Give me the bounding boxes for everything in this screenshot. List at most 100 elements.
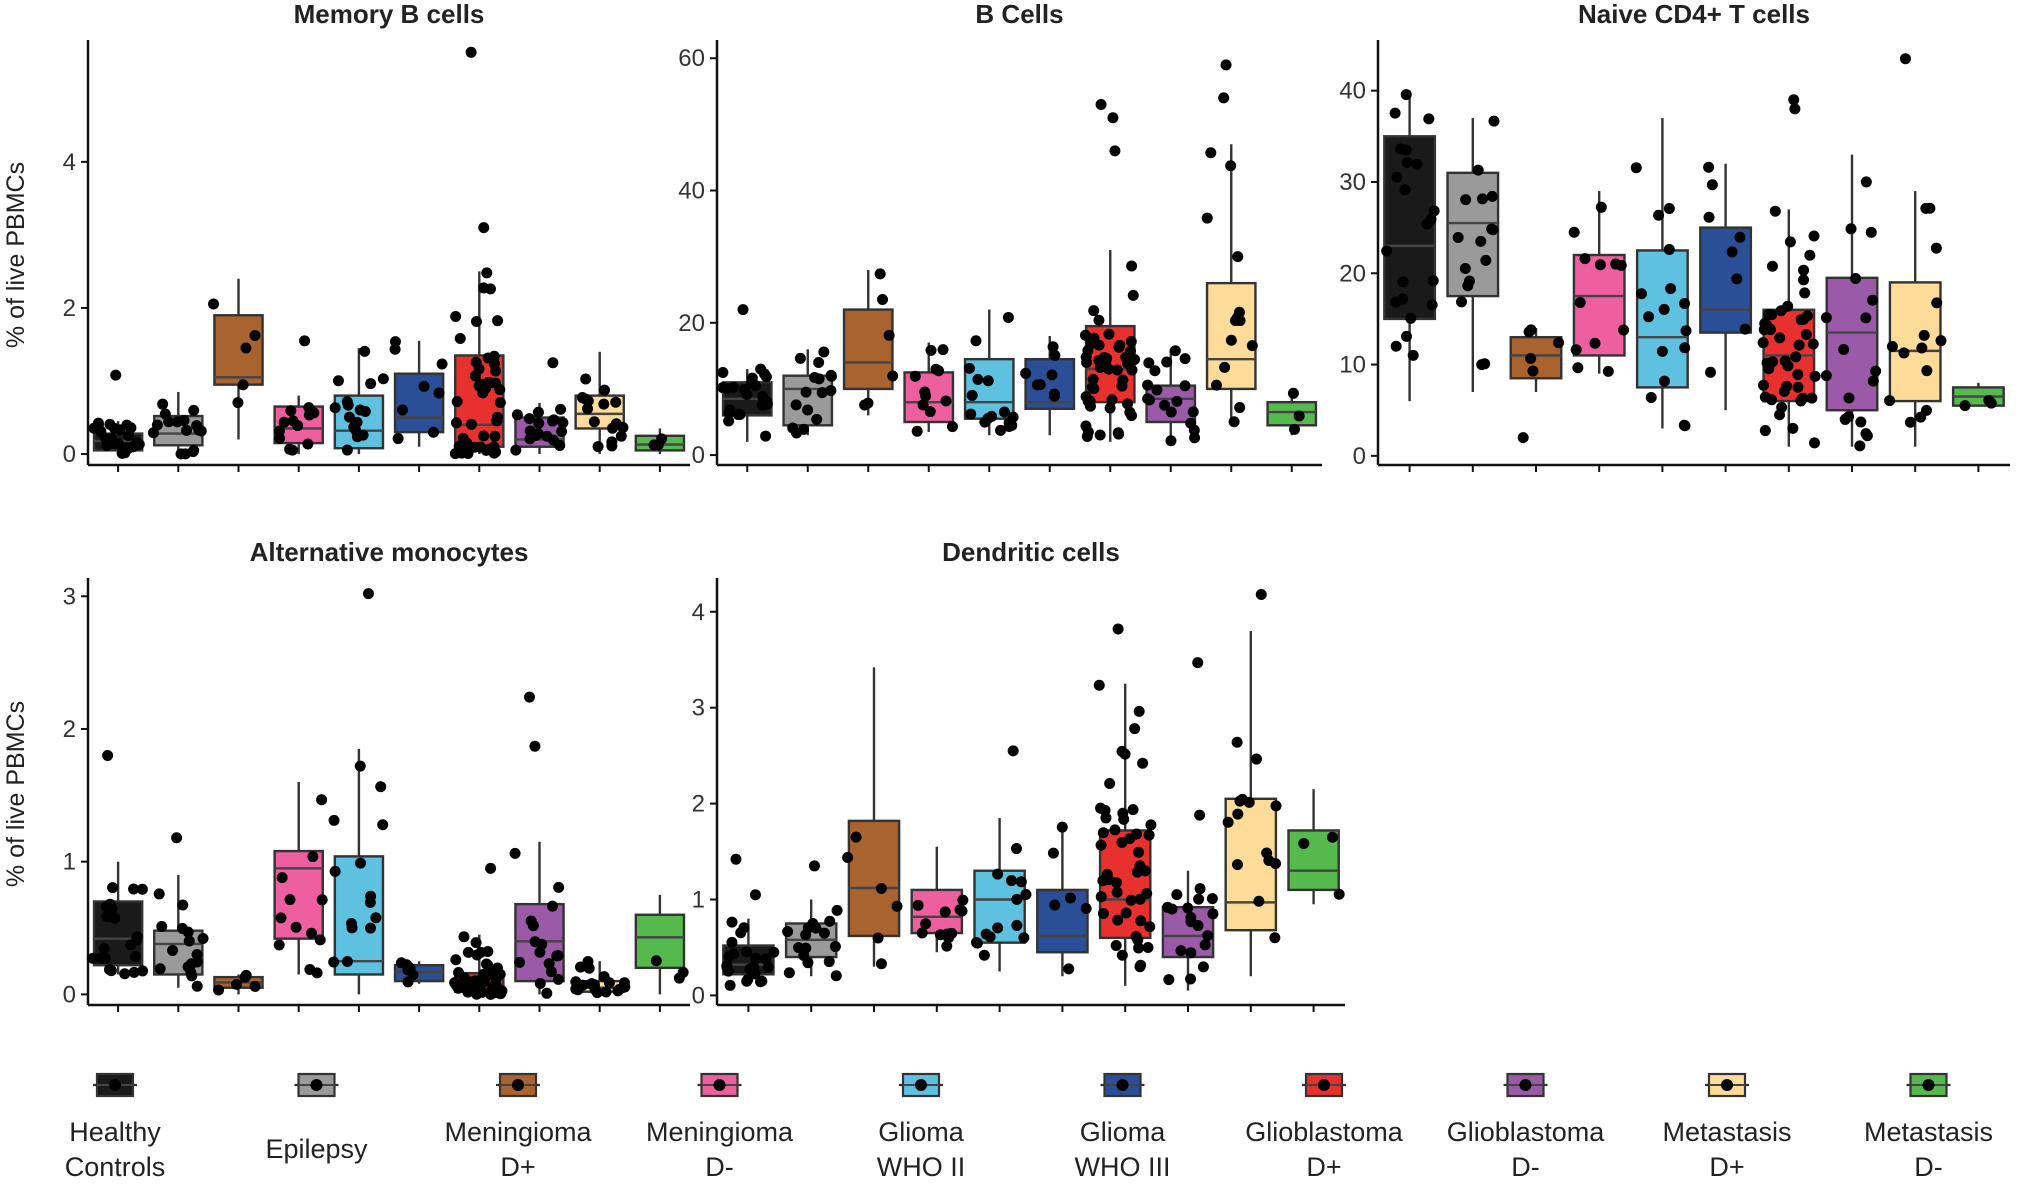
panel-title: B Cells — [975, 0, 1063, 29]
outlier-point — [529, 740, 541, 752]
data-point — [1809, 370, 1821, 382]
data-point — [1112, 914, 1124, 926]
box-g3 — [389, 336, 448, 447]
data-point — [276, 872, 288, 884]
box-hc — [87, 750, 149, 980]
data-point — [1116, 949, 1128, 961]
data-point — [106, 903, 118, 915]
data-point — [163, 416, 175, 428]
outlier-point — [102, 750, 114, 762]
outlier-point — [362, 588, 374, 600]
data-point — [1855, 416, 1867, 428]
legend: HealthyControlsEpilepsyMeningiomaD+Menin… — [65, 1072, 1993, 1182]
data-point — [1011, 843, 1023, 855]
data-point — [1129, 353, 1141, 365]
data-point — [359, 345, 371, 357]
data-point — [1757, 337, 1769, 349]
data-point — [1046, 369, 1058, 381]
data-point — [1579, 253, 1591, 265]
data-point — [1145, 819, 1157, 831]
data-point — [316, 894, 328, 906]
data-point — [1572, 362, 1584, 374]
data-point — [1064, 892, 1076, 904]
data-point — [1800, 328, 1812, 340]
legend-item-gbp: Glioblastoma D+ — [1245, 1072, 1404, 1182]
data-point — [510, 444, 522, 456]
data-point — [912, 899, 924, 911]
box-gbm — [509, 691, 565, 999]
data-point — [1049, 899, 1061, 911]
legend-label: Epilepsy — [265, 1134, 368, 1164]
data-point — [249, 329, 261, 341]
legend-item-g3: Glioma WHO III — [1075, 1072, 1171, 1182]
data-point — [460, 982, 472, 994]
data-point — [1199, 939, 1211, 951]
data-point — [1187, 406, 1199, 418]
data-point — [1766, 309, 1778, 321]
data-point — [1131, 866, 1143, 878]
data-point — [1142, 941, 1154, 953]
data-point — [1003, 417, 1015, 429]
data-point — [1097, 875, 1109, 887]
data-point — [1193, 893, 1205, 905]
outlier-point — [547, 357, 559, 369]
outlier-point — [730, 853, 742, 865]
data-point — [1480, 254, 1492, 266]
outlier-point — [808, 860, 820, 872]
data-point — [1135, 959, 1147, 971]
data-point — [1381, 245, 1393, 257]
data-point — [354, 760, 366, 772]
data-point — [157, 398, 169, 410]
data-point — [1133, 846, 1145, 858]
legend-label: Metastasis — [1662, 1117, 1791, 1147]
data-point — [454, 332, 466, 344]
data-point — [87, 952, 99, 964]
data-point — [396, 404, 408, 416]
data-point — [911, 425, 923, 437]
data-point — [489, 430, 501, 442]
data-point — [1758, 324, 1770, 336]
panels: Memory B cells % of live PBMCs 0 2 4 B Cells 0… — [2, 0, 2010, 1012]
box-g2 — [1630, 118, 1692, 432]
data-point — [1568, 226, 1580, 238]
data-point — [1456, 296, 1468, 308]
data-point — [1100, 812, 1112, 824]
data-point — [273, 939, 285, 951]
data-point — [98, 943, 110, 955]
data-point — [599, 384, 611, 396]
data-point — [451, 396, 463, 408]
data-point — [1426, 299, 1438, 311]
data-point — [470, 937, 482, 949]
data-point — [1462, 280, 1474, 292]
data-point — [1793, 339, 1805, 351]
data-point — [274, 432, 286, 444]
data-point — [365, 378, 377, 390]
legend-point — [1721, 1079, 1733, 1091]
legend-point — [1922, 1079, 1935, 1091]
data-point — [1011, 893, 1023, 905]
data-point — [1246, 340, 1258, 352]
data-point — [825, 385, 837, 397]
box-iqr — [393, 372, 445, 434]
data-point — [1645, 392, 1657, 404]
data-point — [1119, 748, 1131, 760]
legend-label: Glioma — [1080, 1117, 1167, 1147]
data-point — [1047, 847, 1059, 859]
data-point — [1920, 202, 1932, 214]
data-point — [553, 881, 565, 893]
data-point — [1110, 939, 1122, 951]
data-point — [552, 973, 564, 985]
data-point — [588, 979, 600, 991]
data-point — [307, 851, 319, 863]
data-point — [598, 398, 610, 410]
box-mdm — [903, 342, 958, 437]
data-point — [1270, 858, 1282, 870]
data-point — [909, 370, 921, 382]
data-point — [1231, 736, 1243, 748]
data-point — [1250, 753, 1262, 765]
legend-label: Meningioma — [444, 1117, 592, 1147]
data-point — [285, 405, 297, 417]
data-point — [88, 422, 100, 434]
data-point — [1011, 919, 1023, 931]
legend-label: WHO II — [877, 1152, 966, 1182]
